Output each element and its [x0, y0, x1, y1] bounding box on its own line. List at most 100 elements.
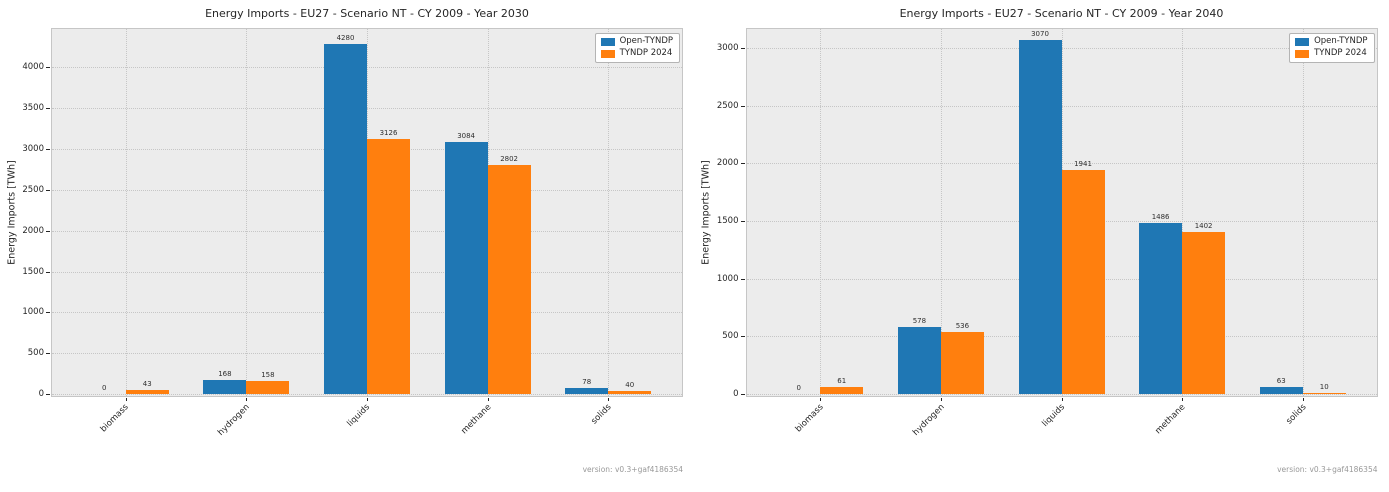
plot-area: 0 168 4280 3084 78 43 158 3126 2802 40	[51, 28, 683, 397]
x-tick-mark	[1061, 398, 1063, 401]
legend-swatch-tyndp-2024	[600, 50, 615, 59]
y-axis-label: Energy Imports [TWh]	[6, 160, 18, 265]
y-tick-mark	[46, 189, 50, 191]
bar-value-label: 158	[261, 371, 275, 380]
x-tick-label: biomass	[99, 402, 132, 435]
x-tick-mark	[940, 398, 942, 401]
x-tick-label: hydrogen	[216, 402, 252, 438]
bar-open-tyndp	[444, 142, 488, 394]
bar-value-label: 3126	[379, 128, 398, 137]
bar-open-tyndp	[203, 380, 247, 394]
x-tick-label: biomass	[793, 402, 826, 435]
bar-tyndp-2024	[367, 138, 410, 394]
bar-tyndp-2024	[940, 332, 984, 394]
bar-tyndp-2024	[125, 390, 169, 394]
legend: Open-TYNDP TYNDP 2024	[594, 33, 680, 63]
bar-open-tyndp	[1018, 40, 1062, 394]
legend-entry: TYNDP 2024	[600, 48, 673, 59]
y-tick-mark	[46, 271, 50, 273]
bar-tyndp-2024	[1061, 170, 1105, 394]
legend-label: Open-TYNDP	[619, 36, 673, 46]
x-tick-mark	[1302, 398, 1304, 401]
y-tick-label: 2500	[716, 100, 739, 111]
y-tick-mark	[740, 394, 745, 395]
y-tick-label: 3500	[22, 102, 44, 113]
bar-open-tyndp	[1259, 386, 1303, 394]
bar-value-label: 2802	[500, 155, 519, 164]
y-tick-mark	[46, 394, 50, 395]
y-tick-label: 3000	[716, 42, 739, 53]
bar-value-label: 1486	[1151, 212, 1170, 221]
gridline-vertical	[246, 29, 248, 396]
bar-value-label: 61	[837, 376, 847, 385]
bar-open-tyndp	[1139, 222, 1183, 394]
chart-title: Energy Imports - EU27 - Scenario NT - CY…	[899, 7, 1224, 20]
x-tick-label: liquids	[345, 402, 373, 429]
bar-open-tyndp	[897, 327, 941, 394]
x-tick-label: liquids	[1040, 402, 1067, 429]
bar-value-label: 536	[955, 322, 970, 331]
gridline-vertical	[820, 29, 822, 396]
y-axis-label: Energy Imports [TWh]	[701, 160, 713, 265]
chart-panel-2030: Energy Imports - EU27 - Scenario NT - CY…	[6, 7, 683, 474]
bar-tyndp-2024	[608, 390, 652, 394]
legend-label: Open-TYNDP	[1314, 36, 1368, 46]
bar-value-label: 0	[102, 384, 107, 392]
gridline-vertical	[940, 29, 942, 396]
y-tick-label: 1000	[22, 307, 44, 318]
y-tick-mark	[740, 336, 745, 338]
bar-value-label: 0	[796, 384, 801, 392]
y-tick-label: 0	[38, 388, 44, 399]
legend-swatch-tyndp-2024	[1295, 50, 1310, 59]
x-tick-mark	[367, 398, 368, 401]
y-tick-mark	[740, 278, 745, 280]
x-tick-mark	[608, 398, 610, 401]
bar-value-label: 168	[218, 370, 232, 379]
chart-panel-2040: Energy Imports - EU27 - Scenario NT - CY…	[695, 0, 1389, 492]
bar-value-label: 40	[625, 380, 635, 389]
y-tick-mark	[46, 312, 50, 314]
x-tick-label: hydrogen	[910, 402, 947, 438]
y-tick-label: 0	[733, 388, 739, 399]
legend-label: TYNDP 2024	[619, 48, 673, 59]
bar-tyndp-2024	[1182, 232, 1226, 394]
y-tick-label: 500	[27, 347, 44, 358]
y-tick-mark	[46, 67, 50, 69]
x-tick-label: methane	[458, 402, 493, 437]
gridline-vertical	[125, 29, 127, 396]
bar-open-tyndp	[565, 387, 609, 394]
y-tick-label: 500	[722, 331, 739, 342]
x-tick-mark	[246, 398, 248, 401]
y-tick-mark	[46, 353, 50, 355]
bar-value-label: 63	[1276, 376, 1286, 385]
y-tick-mark	[740, 105, 745, 107]
bar-tyndp-2024	[820, 386, 864, 394]
bar-value-label: 10	[1319, 382, 1329, 391]
y-tick-mark	[46, 230, 50, 232]
y-axis-label-box: Energy Imports [TWh]	[698, 28, 716, 397]
legend-swatch-open-tyndp	[600, 37, 615, 46]
y-tick-label: 2500	[22, 184, 44, 195]
bar-tyndp-2024	[487, 165, 531, 394]
y-tick-mark	[740, 221, 745, 223]
bar-value-label: 78	[582, 377, 592, 386]
gridline-vertical	[1182, 29, 1184, 396]
bar-value-label: 578	[912, 317, 927, 326]
y-tick-mark	[740, 48, 745, 50]
y-tick-label: 3000	[22, 143, 44, 154]
x-tick-mark	[820, 398, 822, 401]
bar-value-label: 3084	[457, 132, 476, 141]
bar-tyndp-2024	[246, 381, 290, 394]
x-tick-mark	[125, 398, 127, 401]
y-tick-mark	[46, 149, 50, 151]
y-tick-label: 2000	[716, 158, 739, 169]
x-tick-mark	[487, 398, 489, 401]
chart-title: Energy Imports - EU27 - Scenario NT - CY…	[205, 7, 529, 20]
legend-swatch-open-tyndp	[1295, 37, 1310, 46]
plot-area: 0 578 3070 1486 63 61 536 1941 1402 10	[745, 28, 1378, 397]
bar-value-label: 4280	[336, 34, 355, 43]
version-label: version: v0.3+gaf4186354	[582, 465, 683, 474]
legend-label: TYNDP 2024	[1314, 48, 1367, 59]
y-tick-label: 1000	[716, 273, 739, 284]
